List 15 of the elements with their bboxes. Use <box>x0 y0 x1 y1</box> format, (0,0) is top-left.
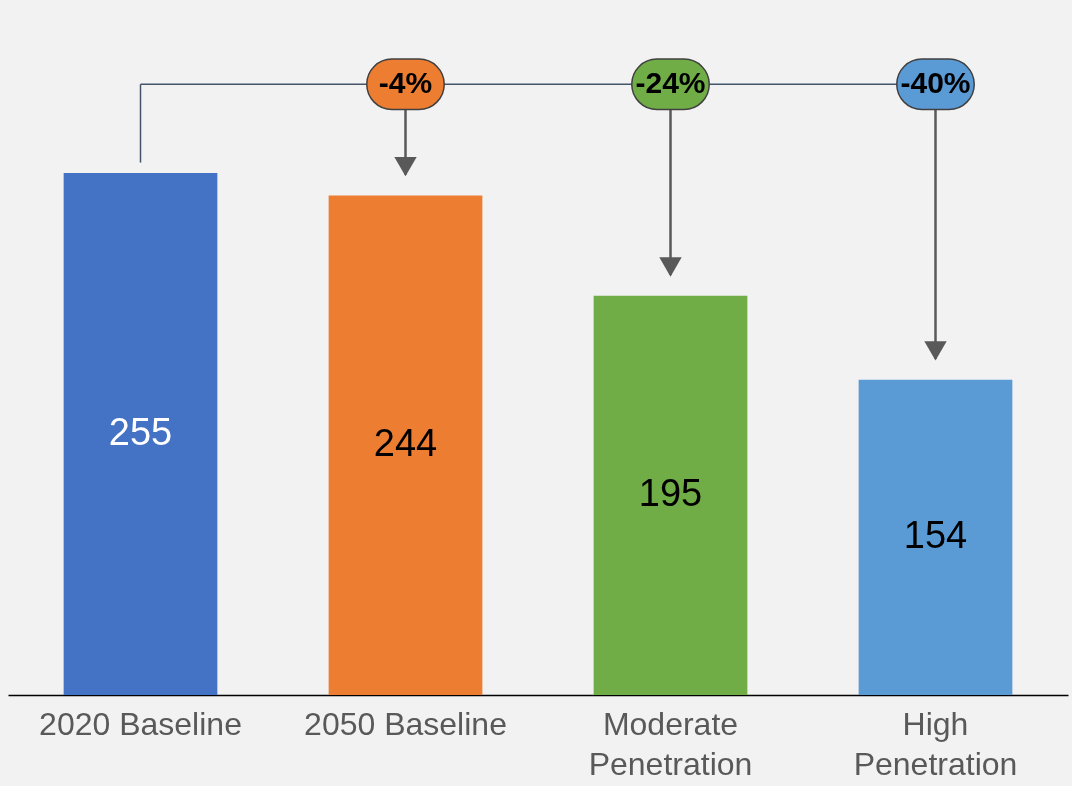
bar <box>593 295 748 695</box>
x-tick-label: 2050 Baseline <box>304 705 507 742</box>
bar <box>328 195 483 695</box>
data-label: 244 <box>373 422 438 465</box>
x-tick-label: Moderate Penetration <box>588 705 753 782</box>
text: -4% <box>378 66 433 100</box>
bar <box>858 379 1013 695</box>
x-tick-label: 2020 Baseline <box>39 705 242 742</box>
x-tick-label: High Penetration <box>853 705 1018 782</box>
data-label: 154 <box>903 514 968 557</box>
data-label: 255 <box>108 411 173 454</box>
bar <box>63 173 218 695</box>
data-label: 195 <box>638 472 703 515</box>
text: -24% <box>635 66 706 100</box>
text: -40% <box>900 66 971 100</box>
